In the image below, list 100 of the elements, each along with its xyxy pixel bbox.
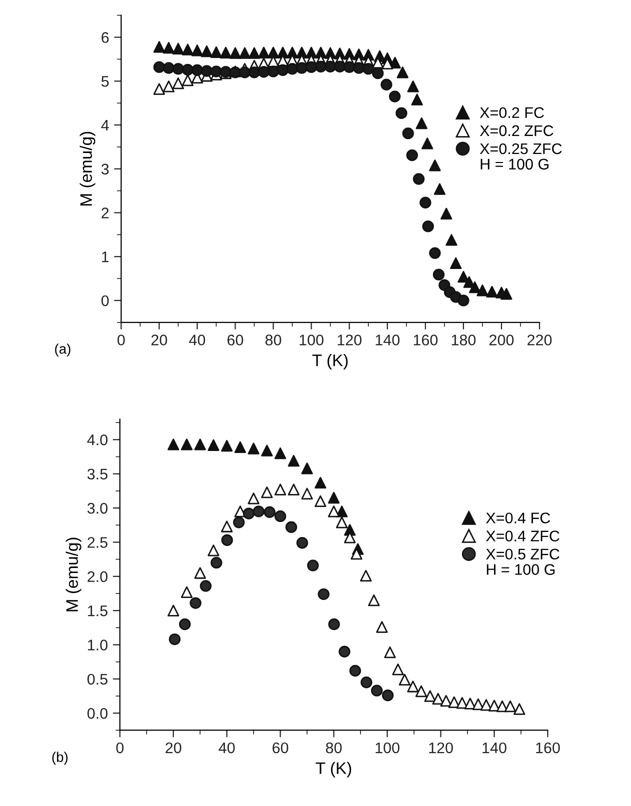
point — [153, 83, 166, 95]
point — [180, 586, 193, 598]
point — [252, 506, 265, 518]
point — [432, 692, 444, 705]
y-tick-label: 0.5 — [87, 674, 108, 685]
y-tick-label: 4 — [101, 120, 109, 131]
point — [261, 444, 273, 456]
x-tick-label: 60 — [272, 742, 288, 754]
point — [448, 696, 460, 708]
point — [248, 492, 260, 504]
x-tick-label: 100 — [300, 334, 324, 346]
point — [407, 680, 419, 692]
point — [504, 700, 516, 712]
point — [318, 588, 330, 600]
point — [153, 61, 166, 73]
point — [314, 476, 326, 489]
point — [153, 41, 166, 53]
point — [274, 510, 286, 522]
point — [296, 62, 308, 74]
point — [288, 484, 300, 496]
legend-label: X=0.4 FC — [486, 512, 550, 524]
legend-label: X=0.2 ZFC — [480, 125, 554, 136]
x-tick-label: 220 — [528, 334, 552, 346]
point — [349, 664, 362, 677]
point — [194, 567, 206, 579]
point — [191, 44, 204, 56]
point — [514, 703, 526, 715]
point — [200, 45, 213, 58]
y-tick-label: 1.0 — [88, 640, 108, 650]
point — [264, 506, 276, 518]
point — [182, 74, 194, 86]
point — [200, 580, 212, 592]
point — [396, 107, 408, 119]
point — [334, 60, 346, 72]
point — [486, 286, 498, 298]
point — [194, 438, 206, 450]
point — [267, 66, 280, 78]
x-tick-label: 40 — [218, 742, 235, 754]
point — [338, 646, 350, 658]
point — [168, 604, 180, 616]
x-tick-label: 20 — [166, 742, 182, 754]
y-tick-label: 0 — [101, 295, 109, 306]
point — [221, 534, 233, 546]
x-tick-label: 80 — [265, 334, 282, 346]
x-tick-label: 60 — [228, 334, 244, 346]
point — [424, 690, 436, 702]
x-tick-label: 160 — [414, 334, 438, 346]
x-tick-label: 160 — [536, 742, 560, 754]
point — [406, 149, 418, 162]
point — [392, 664, 404, 676]
point — [296, 537, 308, 549]
point — [412, 173, 425, 185]
point — [360, 570, 372, 582]
point — [274, 484, 286, 496]
point — [307, 560, 319, 572]
y-tick-label: 1.5 — [88, 606, 108, 616]
point — [396, 66, 408, 78]
point — [344, 61, 356, 73]
point — [229, 47, 242, 59]
legend-label: X=0.25 ZFC — [480, 143, 562, 154]
point — [434, 183, 446, 195]
point — [242, 508, 255, 520]
point — [172, 62, 184, 75]
point — [440, 208, 452, 220]
point — [258, 46, 270, 58]
point — [422, 220, 434, 232]
point — [274, 447, 286, 460]
point — [210, 46, 222, 58]
point — [314, 60, 327, 72]
y-tick-label: 2 — [102, 208, 109, 218]
x-tick-label: 200 — [490, 334, 514, 346]
point — [162, 42, 175, 54]
point — [458, 294, 470, 306]
point — [210, 556, 222, 569]
annotation: H = 100 G — [480, 158, 548, 170]
x-axis-title: T (K) — [316, 762, 352, 778]
point — [328, 492, 340, 504]
point — [276, 64, 289, 76]
point — [172, 77, 184, 90]
point — [220, 46, 232, 58]
point — [360, 676, 372, 688]
point — [248, 442, 260, 454]
point — [371, 684, 383, 696]
point — [301, 462, 313, 474]
y-tick-label: 2.5 — [88, 537, 108, 548]
point — [376, 621, 388, 633]
point — [420, 196, 432, 208]
point — [305, 61, 318, 73]
point — [407, 80, 419, 92]
point — [208, 439, 220, 451]
point — [182, 44, 194, 56]
x-tick-label: 140 — [482, 742, 506, 754]
point — [221, 520, 233, 532]
point — [162, 80, 175, 92]
point — [450, 257, 462, 270]
point — [384, 646, 396, 658]
point — [179, 618, 191, 630]
y-axis-title: M (emu/g) — [80, 132, 96, 206]
point — [233, 516, 245, 528]
text: (a) — [55, 344, 70, 357]
